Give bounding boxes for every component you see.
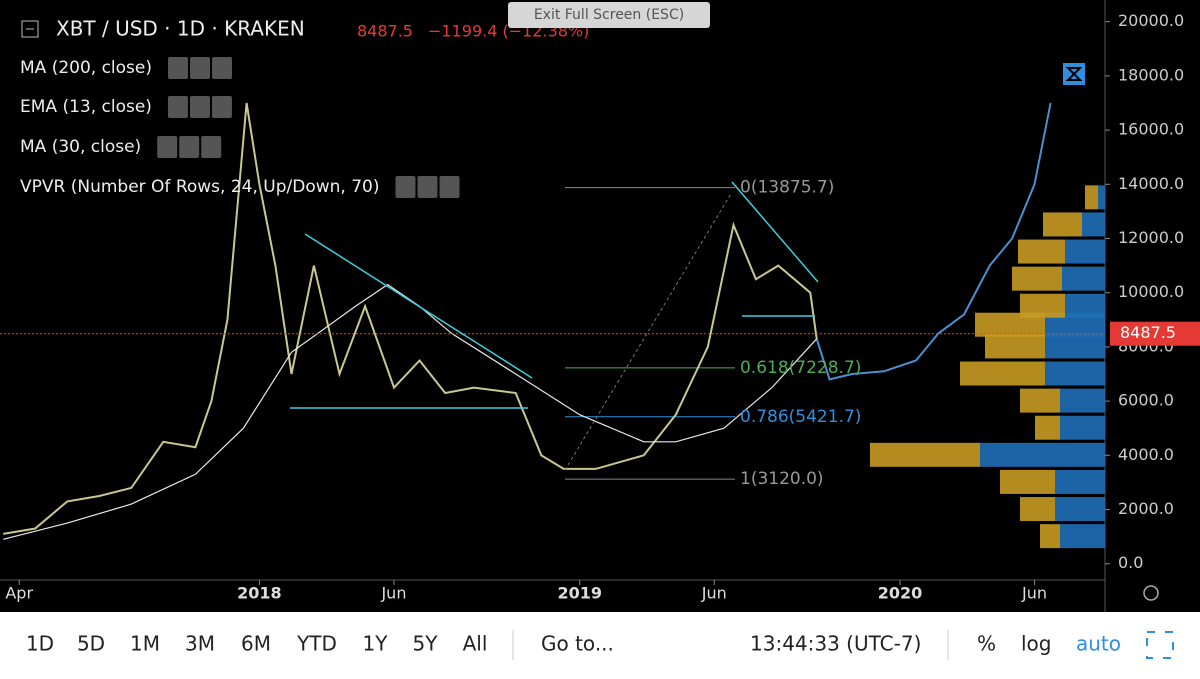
range-button[interactable]: 1M [130,632,160,656]
indicator-list: MA (200, close) EMA (13, close) MA (30, cl… [20,57,460,198]
range-button[interactable]: All [463,632,488,656]
log-toggle[interactable]: log [1021,632,1052,656]
vpvr-down [985,334,1045,359]
vpvr-up [1060,524,1105,549]
goto-button[interactable]: Go to... [541,632,614,656]
range-button[interactable]: 6M [241,632,271,656]
vpvr-down [1035,415,1060,440]
y-tick-label: 0.0 [1118,553,1143,572]
last-price-tag [1110,321,1200,346]
vpvr-down [1020,388,1060,413]
indicator-settings-button[interactable] [417,176,438,198]
indicator-label: EMA (13, close) [20,97,152,117]
y-tick-label: 18000.0 [1118,65,1184,84]
range-button[interactable]: 1Y [363,632,389,656]
price-line [3,102,818,535]
vpvr-up [1098,185,1105,210]
scale-icon [1065,67,1083,81]
fib-trend [564,191,733,471]
range-button[interactable]: 1D [26,632,54,656]
vpvr-down [1018,239,1065,264]
indicator-eye-button[interactable] [157,136,178,158]
indicator-remove-button[interactable] [212,57,233,79]
last-price-tag-label: 8487.5 [1120,323,1176,342]
x-tick-label: Jun [1021,584,1047,603]
symbol: XBT / USD · 1D · KRAKEN [56,17,305,41]
range-button[interactable]: 5D [77,632,105,656]
x-tick-label: 2020 [878,584,923,603]
range-button[interactable]: YTD [296,632,337,656]
indicator-settings-button[interactable] [190,57,211,79]
fib-label: 0.618(7228.7) [740,358,861,378]
y-tick-label: 16000.0 [1118,120,1184,139]
vpvr-up [1060,415,1105,440]
indicator-label: MA (30, close) [20,137,141,157]
y-tick-label: 12000.0 [1118,228,1184,247]
y-tick-label: 6000.0 [1118,391,1174,410]
vpvr-down [1020,497,1055,522]
percent-toggle[interactable]: % [977,632,996,656]
toolbar-items: 1D 5D 1M 3M 6M YTD 1Y 5Y All [26,632,487,656]
vpvr-down [1000,469,1055,494]
y-tick-label: 2000.0 [1118,499,1174,518]
range-button[interactable]: 3M [185,632,215,656]
plot [0,21,1110,585]
toolbar [0,612,1200,675]
auto-toggle[interactable]: auto [1076,632,1121,656]
vpvr-down [1043,212,1082,237]
trendlines [290,181,819,471]
x-tick-label: 2019 [557,584,602,603]
fib-label: 1(3120.0) [740,469,824,489]
indicator-settings-button[interactable] [179,136,200,158]
x-tick-label: Apr [5,584,33,603]
indicator-eye-button[interactable] [395,176,416,198]
vpvr-down [1020,293,1065,318]
vpvr-up [1065,293,1105,318]
indicator-label: VPVR (Number Of Rows, 24, Up/Down, 70) [20,177,379,197]
indicator-label: MA (200, close) [20,58,152,78]
x-tick-label: Jun [380,584,406,603]
vpvr-up [1060,388,1105,413]
clock: 13:44:33 (UTC-7) [750,632,921,656]
collapse-icon[interactable] [21,20,39,38]
settings-icon[interactable] [1143,585,1159,601]
vpvr-up [1082,212,1105,237]
y-tick-label: 10000.0 [1118,282,1184,301]
vpvr-up [980,442,1105,467]
last-price: 8487.5 [357,22,413,41]
indicator-remove-button[interactable] [201,136,222,158]
fullscreen-button[interactable] [1146,631,1174,659]
vpvr-up [1065,239,1105,264]
indicator-remove-button[interactable] [439,176,460,198]
vpvr-up [1062,266,1105,291]
vpvr-down [1040,524,1060,549]
indicator-remove-button[interactable] [211,96,232,118]
vpvr-down [1012,266,1062,291]
indicator-eye-button[interactable] [168,57,189,79]
exit-fullscreen-button[interactable] [508,2,710,28]
vpvr-up [1045,334,1105,359]
trendline [731,181,819,283]
y-tick-label: 20000.0 [1118,11,1184,30]
exit-fullscreen-label: Exit Full Screen (ESC) [534,7,684,23]
x-tick-label: Jun [701,584,727,603]
fib-label: 0.786(5421.7) [740,407,861,427]
y-tick-label: 4000.0 [1118,445,1174,464]
range-button[interactable]: 5Y [413,632,439,656]
indicator-eye-button[interactable] [167,96,188,118]
y-tick-label: 14000.0 [1118,174,1184,193]
fib-label: 0(13875.7) [740,178,834,198]
trendline [304,233,533,379]
price-line [815,102,1052,381]
indicator-settings-button[interactable] [189,96,210,118]
vpvr-down [960,361,1045,386]
vpvr-up [1055,497,1105,522]
vpvr-up [1055,469,1105,494]
vpvr-down [870,442,980,467]
vpvr-up [1045,361,1105,386]
vpvr-down [1085,185,1098,210]
x-tick-label: 2018 [237,584,282,603]
